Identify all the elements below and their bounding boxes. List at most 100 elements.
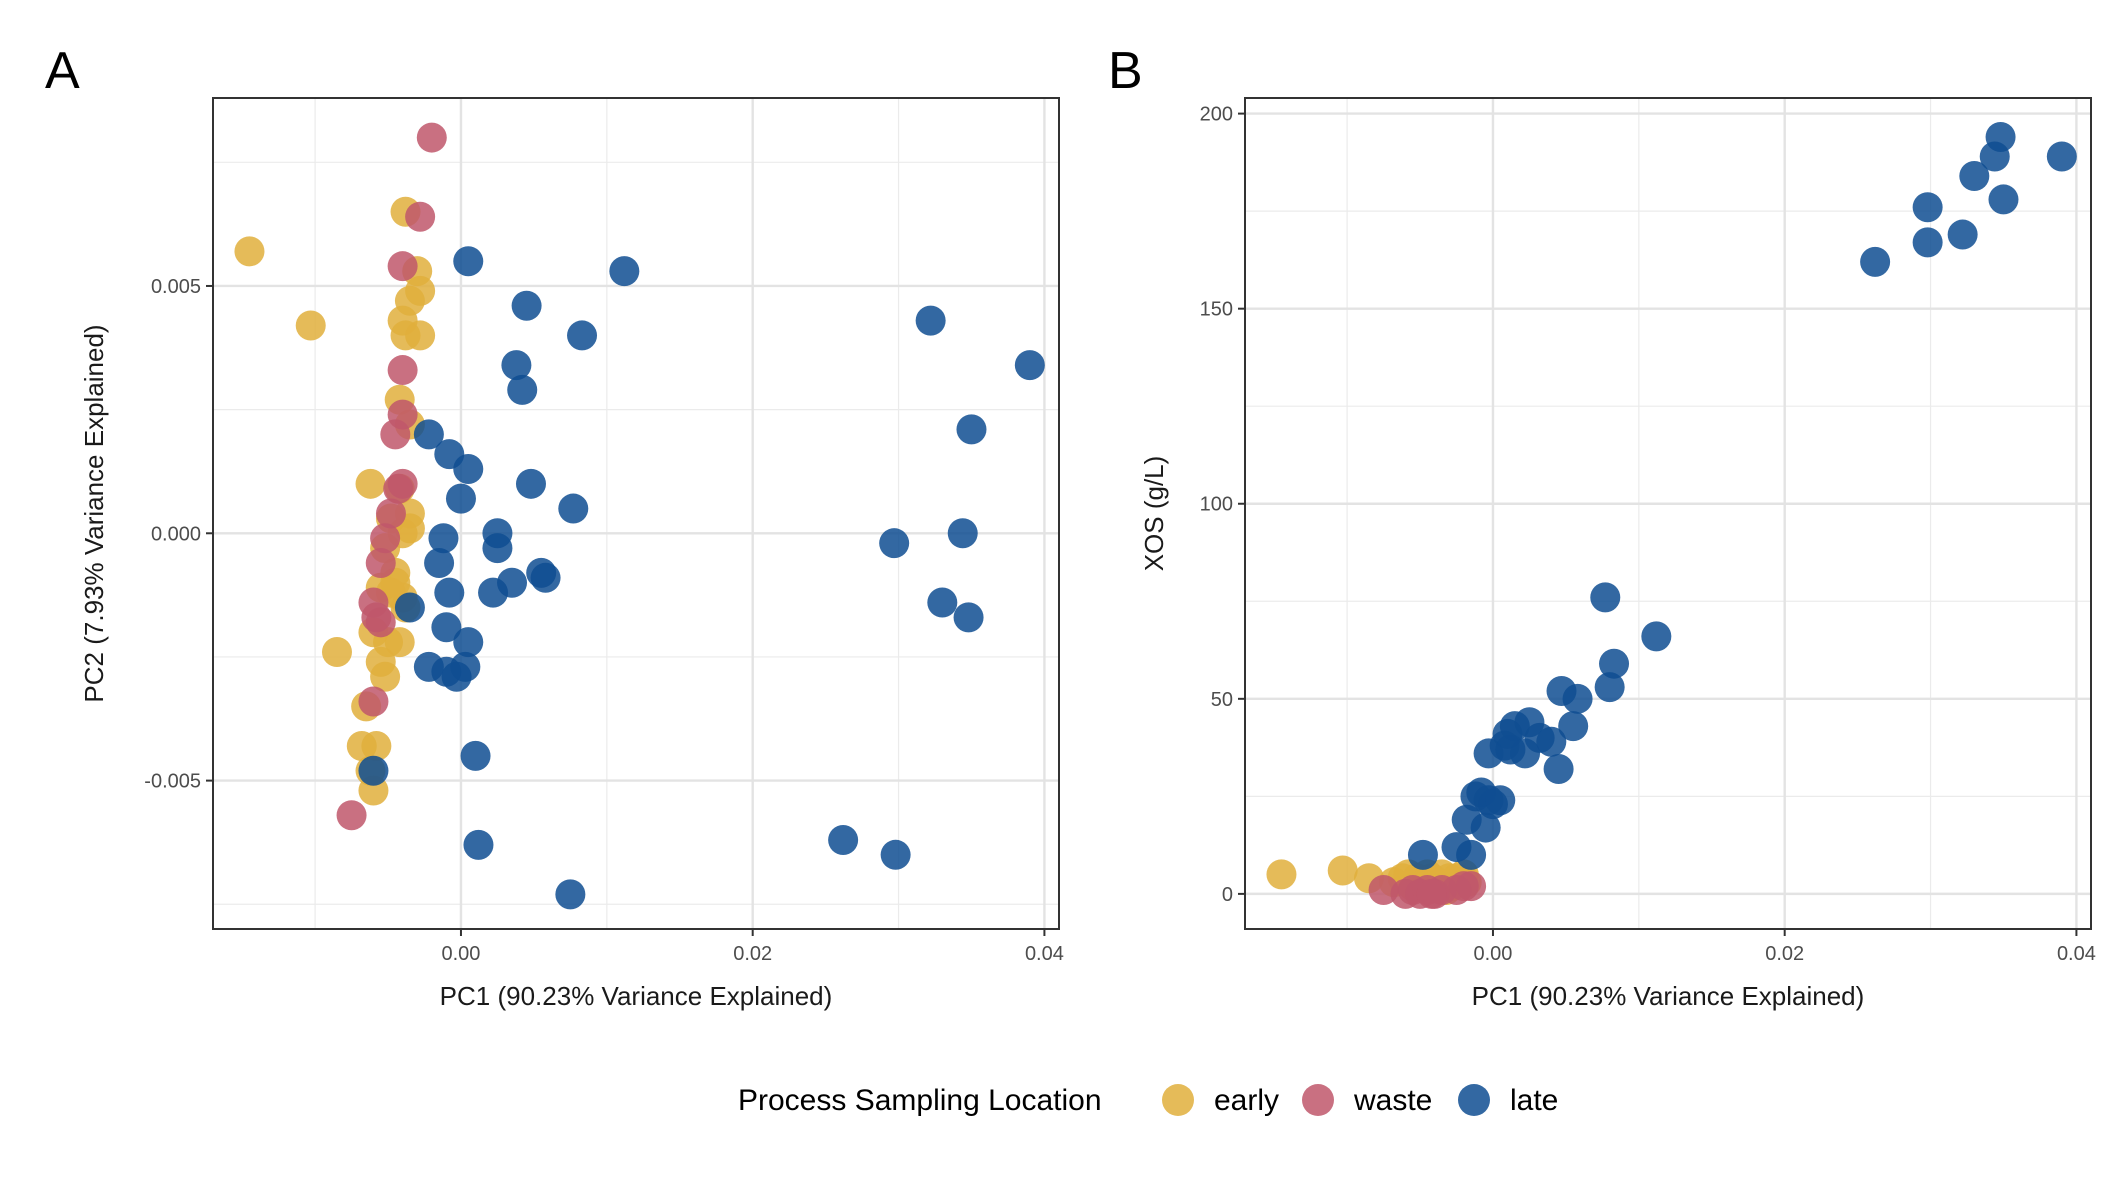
point-late (1912, 227, 1943, 258)
point-late (1470, 812, 1501, 843)
y-tick-label-150: 150 (1200, 299, 1233, 321)
point-late (501, 350, 532, 381)
point-late (515, 468, 546, 499)
panel-b: 0.00 0.02 0.04 0 50 100 150 200 PC1 (90.23% Vari… (1108, 42, 2096, 1011)
point-late (927, 587, 958, 618)
point-late (1543, 754, 1574, 785)
point-late (1407, 839, 1438, 870)
legend: Process Sampling Location early waste late (738, 1084, 1558, 1117)
point-late (530, 562, 561, 593)
point-late (1594, 672, 1625, 703)
legend-label-late: late (1510, 1084, 1558, 1117)
point-late (507, 374, 538, 405)
legend-title: Process Sampling Location (738, 1084, 1102, 1117)
x-axis-title-a: PC1 (90.23% Variance Explained) (440, 981, 833, 1011)
point-early (1266, 859, 1297, 890)
point-waste (387, 355, 418, 386)
y-tick-label-200: 200 (1200, 104, 1233, 126)
point-late (413, 419, 444, 450)
point-early (384, 627, 415, 658)
panel-tag-a: A (45, 42, 80, 100)
point-late (1912, 192, 1943, 223)
point-late (453, 246, 484, 277)
point-late (482, 533, 513, 564)
point-late (463, 829, 494, 860)
legend-key-early (1162, 1084, 1194, 1116)
x-axis-title-b: PC1 (90.23% Variance Explained) (1472, 981, 1865, 1011)
point-late (1536, 726, 1567, 757)
panel-tag-b: B (1108, 42, 1143, 100)
point-late (828, 824, 859, 855)
x-tick-label-0-04: 0.04 (1025, 943, 1064, 965)
point-late (1590, 582, 1621, 613)
y-axis-title-b: XOS (g/L) (1139, 456, 1169, 572)
point-waste (358, 686, 389, 717)
points-a (234, 122, 1045, 910)
point-late (1985, 122, 2016, 153)
point-early (234, 236, 265, 267)
point-late (453, 627, 484, 658)
x-tick-label-0-02: 0.02 (733, 943, 772, 965)
point-waste (1456, 871, 1487, 902)
point-waste (365, 607, 396, 638)
point-late (394, 592, 425, 623)
legend-label-waste: waste (1353, 1084, 1432, 1117)
grid-a (213, 98, 1059, 929)
legend-label-early: early (1214, 1084, 1279, 1117)
points-b (1266, 122, 2077, 909)
y-tick-label-50: 50 (1211, 689, 1233, 711)
y-tick-label-0: 0 (1222, 884, 1233, 906)
axes-b: 0.00 0.02 0.04 0 50 100 150 200 (1200, 104, 2096, 965)
point-late (424, 547, 455, 578)
point-late (1456, 839, 1487, 870)
point-waste (416, 122, 447, 153)
point-early (355, 468, 386, 499)
point-late (428, 523, 459, 554)
point-late (558, 493, 589, 524)
plot-area-a (213, 98, 1059, 929)
point-late (358, 755, 389, 786)
point-late (1641, 621, 1672, 652)
point-late (453, 453, 484, 484)
x-tick-label-0-00: 0.00 (1473, 943, 1512, 965)
point-late (947, 518, 978, 549)
y-tick-label-0-005: 0.005 (151, 276, 201, 298)
y-tick-label--0-005: -0.005 (144, 771, 201, 793)
point-late (478, 577, 509, 608)
point-early (1327, 855, 1358, 886)
point-late (879, 528, 910, 559)
point-late (460, 740, 491, 771)
point-waste (365, 547, 396, 578)
point-late (1947, 219, 1978, 250)
y-tick-label-0-000: 0.000 (151, 523, 201, 545)
point-late (956, 414, 987, 445)
point-waste (405, 201, 436, 232)
point-late (1860, 246, 1891, 277)
axes-a: 0.00 0.02 0.04 -0.005 0.000 0.005 (144, 276, 1064, 965)
point-waste (383, 473, 414, 504)
point-late (1959, 161, 1990, 192)
point-late (511, 290, 542, 321)
point-late (1599, 648, 1630, 679)
legend-key-late (1458, 1084, 1490, 1116)
y-tick-label-100: 100 (1200, 494, 1233, 516)
point-early (295, 310, 326, 341)
point-waste (1416, 878, 1447, 909)
point-early (405, 320, 436, 351)
point-waste (375, 498, 406, 529)
point-late (1485, 785, 1516, 816)
point-late (2046, 141, 2077, 172)
legend-entries: early waste late (1162, 1084, 1558, 1117)
point-late (1558, 711, 1589, 742)
point-early (361, 730, 392, 761)
point-late (450, 651, 481, 682)
point-waste (380, 419, 411, 450)
panel-border-a (212, 97, 1060, 930)
point-late (1988, 184, 2019, 215)
x-tick-label-0-04: 0.04 (2057, 943, 2096, 965)
y-axis-title-a: PC2 (7.93% Variance Explained) (79, 324, 109, 702)
point-waste (387, 251, 418, 282)
point-late (555, 879, 586, 910)
x-tick-label-0-02: 0.02 (1765, 943, 1804, 965)
